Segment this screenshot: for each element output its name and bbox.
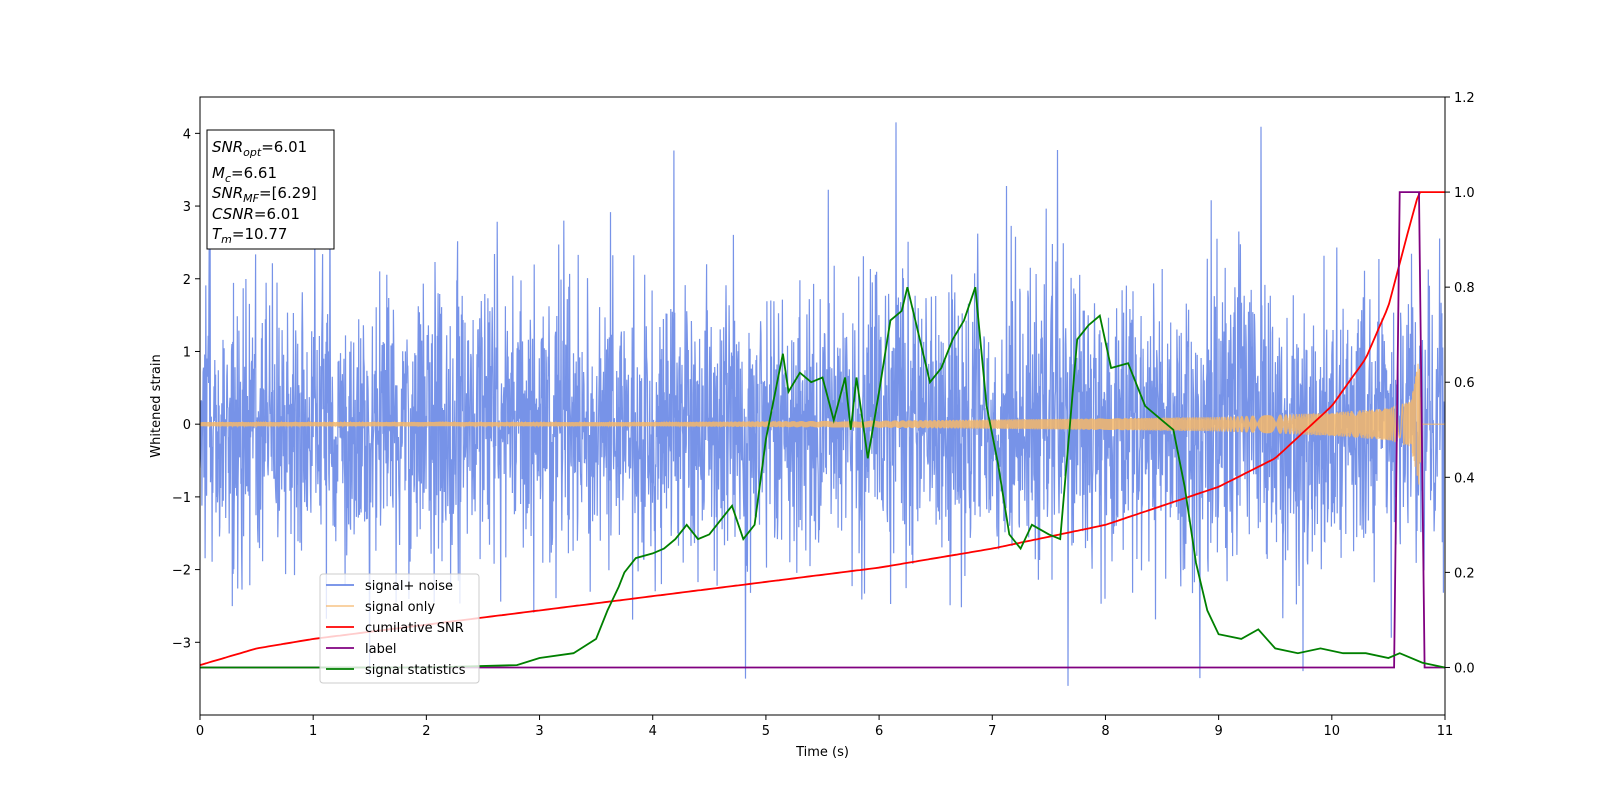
x-tick-label: 0 [196, 724, 204, 739]
series-signal-noise-line [200, 122, 1445, 686]
plot-frame [199, 96, 1446, 716]
y-axis-label: Whitened strain [149, 354, 164, 457]
y-right-tick-label: 0.4 [1454, 471, 1475, 486]
mc-annotation: Mc=6.61 [212, 164, 277, 185]
x-tick-label: 1 [309, 724, 317, 739]
series-signal-only-line [200, 363, 1445, 485]
axes: 0 1 2 3 4 5 6 7 8 9 10 11 −3 −2 −1 0 1 2 3 4 0.0 0.2 0.4 0.6 0.8… [172, 91, 1475, 739]
y-right-tick-label: 0.6 [1454, 376, 1475, 391]
y-left-tick-label: −2 [172, 564, 191, 579]
legend-label-label: label [365, 642, 396, 657]
x-tick-label: 5 [762, 724, 770, 739]
x-tick-label: 4 [649, 724, 657, 739]
tm-annotation: Tm=10.77 [212, 225, 287, 246]
series-signal-statistics-line [200, 286, 1445, 669]
x-tick-label: 2 [422, 724, 430, 739]
y-left-tick-label: 0 [183, 418, 191, 433]
x-tick-label: 10 [1324, 724, 1341, 739]
annotation-frame [206, 129, 335, 250]
legend-label-signal-statistics: signal statistics [365, 663, 466, 678]
legend-label-signal-noise: signal+ noise [365, 579, 453, 594]
y-right-tick-label: 0.2 [1454, 566, 1475, 581]
y-left-tick-label: 3 [183, 200, 191, 215]
y-left-tick-label: −3 [172, 636, 191, 651]
y-left-tick-label: 1 [183, 345, 191, 360]
series-label-line [200, 191, 1445, 669]
y-left-tick-label: −1 [172, 491, 191, 506]
legend-frame [319, 573, 480, 684]
x-tick-label: 11 [1437, 724, 1454, 739]
x-tick-label: 7 [988, 724, 996, 739]
y-right-tick-label: 0.0 [1454, 661, 1475, 676]
legend-label-signal-only: signal only [365, 600, 435, 615]
x-tick-label: 8 [1101, 724, 1109, 739]
y-left-tick-label: 2 [183, 273, 191, 288]
y-right-tick-label: 0.8 [1454, 281, 1475, 296]
legend-label-cumilative-snr: cumilative SNR [365, 621, 464, 636]
stats-annotation-box: SNRopt=6.01 Mc=6.61 SNRMF=[6.29] CSNR=6.… [206, 129, 335, 250]
y-left-tick-label: 4 [183, 127, 191, 142]
snr-opt-annotation: SNRopt=6.01 [212, 138, 307, 159]
legend: signal+ noise signal only cumilative SNR la… [319, 573, 480, 684]
csnr-annotation: CSNR=6.01 [212, 205, 300, 223]
y-right-tick-label: 1.0 [1454, 186, 1475, 201]
x-tick-label: 9 [1214, 724, 1222, 739]
x-tick-label: 6 [875, 724, 883, 739]
y-right-tick-label: 1.2 [1454, 91, 1475, 106]
x-tick-label: 3 [535, 724, 543, 739]
snr-mf-annotation: SNRMF=[6.29] [212, 184, 317, 205]
x-axis-label: Time (s) [795, 745, 849, 760]
